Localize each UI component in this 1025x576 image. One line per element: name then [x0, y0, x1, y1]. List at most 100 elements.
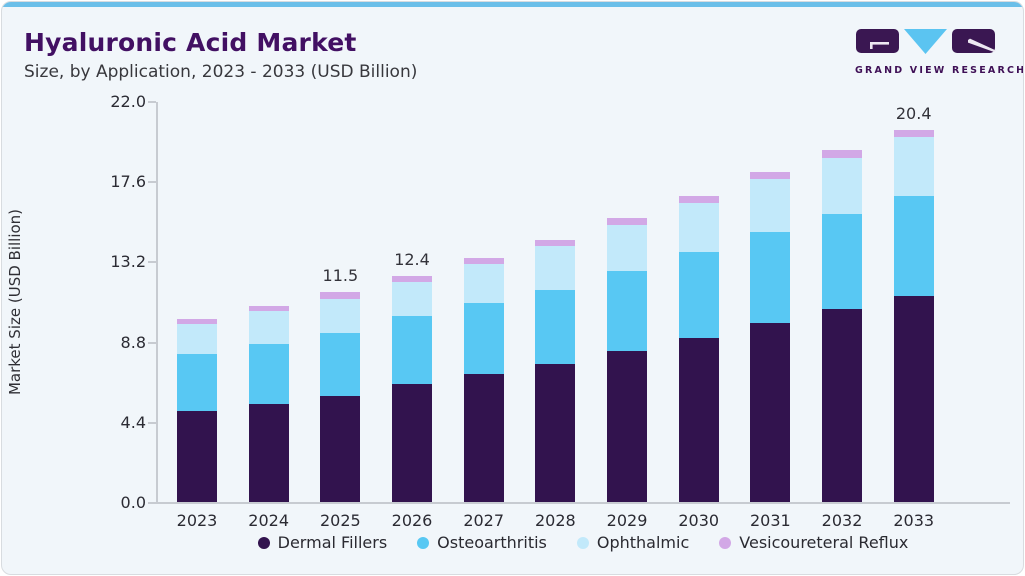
bar-segment-dermal-fillers	[177, 410, 217, 502]
y-tick-mark	[148, 261, 156, 264]
bar-segment-osteoarthritis	[893, 195, 934, 297]
bar-2029	[607, 217, 648, 502]
plot-area: 11.5 12.4 20.4	[156, 102, 1010, 504]
y-tick-label: 13.2	[110, 252, 146, 272]
bar-value-label: 11.5	[322, 266, 359, 286]
legend-label: Dermal Fillers	[277, 533, 388, 552]
bar-segment-ophthalmic	[320, 298, 361, 333]
bar-segment-vesicoureteral-reflux	[392, 276, 432, 282]
y-tick-mark	[148, 341, 156, 344]
bar-segment-vesicoureteral-reflux	[893, 130, 934, 137]
chart-subtitle: Size, by Application, 2023 - 2033 (USD B…	[24, 62, 418, 82]
bar-segment-ophthalmic	[248, 311, 289, 344]
y-tick-label: 8.8	[120, 332, 146, 352]
x-tick-label: 2026	[391, 511, 433, 530]
x-tick-label: 2024	[248, 511, 290, 530]
bar-segment-dermal-fillers	[607, 350, 648, 502]
bar-2026	[392, 276, 432, 502]
bar-segment-vesicoureteral-reflux	[750, 172, 791, 180]
y-tick-mark	[148, 101, 156, 103]
x-tick-label: 2027	[463, 511, 505, 530]
y-tick-label: 4.4	[120, 412, 146, 432]
x-tick-label: 2023	[176, 511, 218, 530]
legend: Dermal Fillers Osteoarthritis Ophthalmic Ve…	[156, 533, 1010, 552]
gvr-logo-icon	[856, 29, 996, 54]
bar-segment-osteoarthritis	[750, 232, 791, 324]
legend-dot	[417, 536, 430, 549]
bar-2030	[678, 195, 719, 502]
y-tick-mark	[148, 502, 156, 504]
bar-value-label: 20.4	[895, 104, 932, 124]
y-axis-title: Market Size (USD Billion)	[6, 208, 24, 396]
x-tick-label: 2032	[821, 511, 863, 530]
gvr-logo-text: GRAND VIEW RESEARCH	[855, 65, 1024, 76]
legend-item-ophthalmic: Ophthalmic	[576, 533, 690, 552]
x-tick-label: 2031	[750, 511, 791, 530]
bar-value-label: 12.4	[394, 249, 430, 269]
legend-dot	[719, 536, 732, 549]
bar-segment-ophthalmic	[893, 136, 934, 196]
bar-segment-vesicoureteral-reflux	[607, 217, 648, 225]
x-tick-label: 2028	[534, 511, 576, 530]
bar-segment-dermal-fillers	[822, 308, 863, 502]
bar-segment-osteoarthritis	[822, 214, 863, 309]
bar-segment-ophthalmic	[177, 324, 217, 355]
bar-segment-vesicoureteral-reflux	[248, 305, 289, 312]
bar-segment-dermal-fillers	[320, 396, 361, 502]
bar-segment-osteoarthritis	[248, 343, 289, 405]
y-tick-label: 17.6	[110, 172, 146, 192]
bar-segment-ophthalmic	[607, 224, 648, 271]
bar-segment-vesicoureteral-reflux	[535, 239, 576, 246]
legend-label: Ophthalmic	[596, 533, 690, 552]
bar-segment-ophthalmic	[392, 281, 432, 316]
bar-segment-dermal-fillers	[463, 374, 504, 502]
legend-item-osteoarthritis: Osteoarthritis	[417, 533, 547, 552]
bar-segment-dermal-fillers	[248, 404, 289, 502]
bar-2032	[822, 150, 863, 502]
top-accent-bar	[2, 2, 1023, 7]
bar-segment-osteoarthritis	[535, 289, 576, 365]
chart-title: Hyaluronic Acid Market	[24, 28, 357, 57]
bar-2033	[893, 130, 934, 502]
bar-segment-dermal-fillers	[535, 364, 576, 502]
bar-2031	[750, 172, 791, 502]
bar-segment-ophthalmic	[678, 203, 719, 253]
x-tick-label: 2033	[893, 511, 935, 530]
bar-2023	[177, 319, 217, 502]
legend-dot	[576, 536, 589, 549]
y-axis-line	[156, 102, 158, 503]
legend-label: Osteoarthritis	[437, 533, 547, 552]
bar-segment-dermal-fillers	[893, 296, 934, 502]
bar-2028	[535, 239, 576, 502]
gvr-logo: GRAND VIEW RESEARCH	[855, 29, 1024, 76]
bar-segment-dermal-fillers	[392, 383, 432, 502]
y-tick-label: 22.0	[110, 92, 146, 111]
bar-segment-vesicoureteral-reflux	[177, 319, 217, 325]
bar-2025	[320, 292, 361, 502]
bar-segment-vesicoureteral-reflux	[320, 292, 361, 299]
y-tick-mark	[148, 181, 156, 184]
bar-segment-ophthalmic	[463, 264, 504, 304]
bar-2027	[463, 257, 504, 502]
bar-segment-osteoarthritis	[607, 270, 648, 351]
bar-segment-vesicoureteral-reflux	[822, 150, 863, 158]
legend-dot	[257, 536, 270, 549]
bar-segment-ophthalmic	[535, 245, 576, 290]
bar-segment-dermal-fillers	[750, 323, 791, 502]
x-tick-label: 2025	[319, 511, 361, 530]
bar-segment-dermal-fillers	[678, 337, 719, 502]
x-axis-line	[156, 502, 1010, 504]
bar-segment-vesicoureteral-reflux	[678, 195, 719, 204]
bar-segment-osteoarthritis	[463, 303, 504, 375]
bar-segment-osteoarthritis	[177, 354, 217, 411]
bar-2024	[248, 305, 289, 502]
x-tick-label: 2029	[606, 511, 648, 530]
legend-item-vesicoureteral-reflux: Vesicoureteral Reflux	[719, 533, 908, 552]
bar-segment-ophthalmic	[822, 157, 863, 215]
bar-segment-osteoarthritis	[320, 332, 361, 397]
bar-segment-osteoarthritis	[392, 315, 432, 384]
bar-segment-vesicoureteral-reflux	[463, 257, 504, 265]
bar-segment-osteoarthritis	[678, 252, 719, 338]
